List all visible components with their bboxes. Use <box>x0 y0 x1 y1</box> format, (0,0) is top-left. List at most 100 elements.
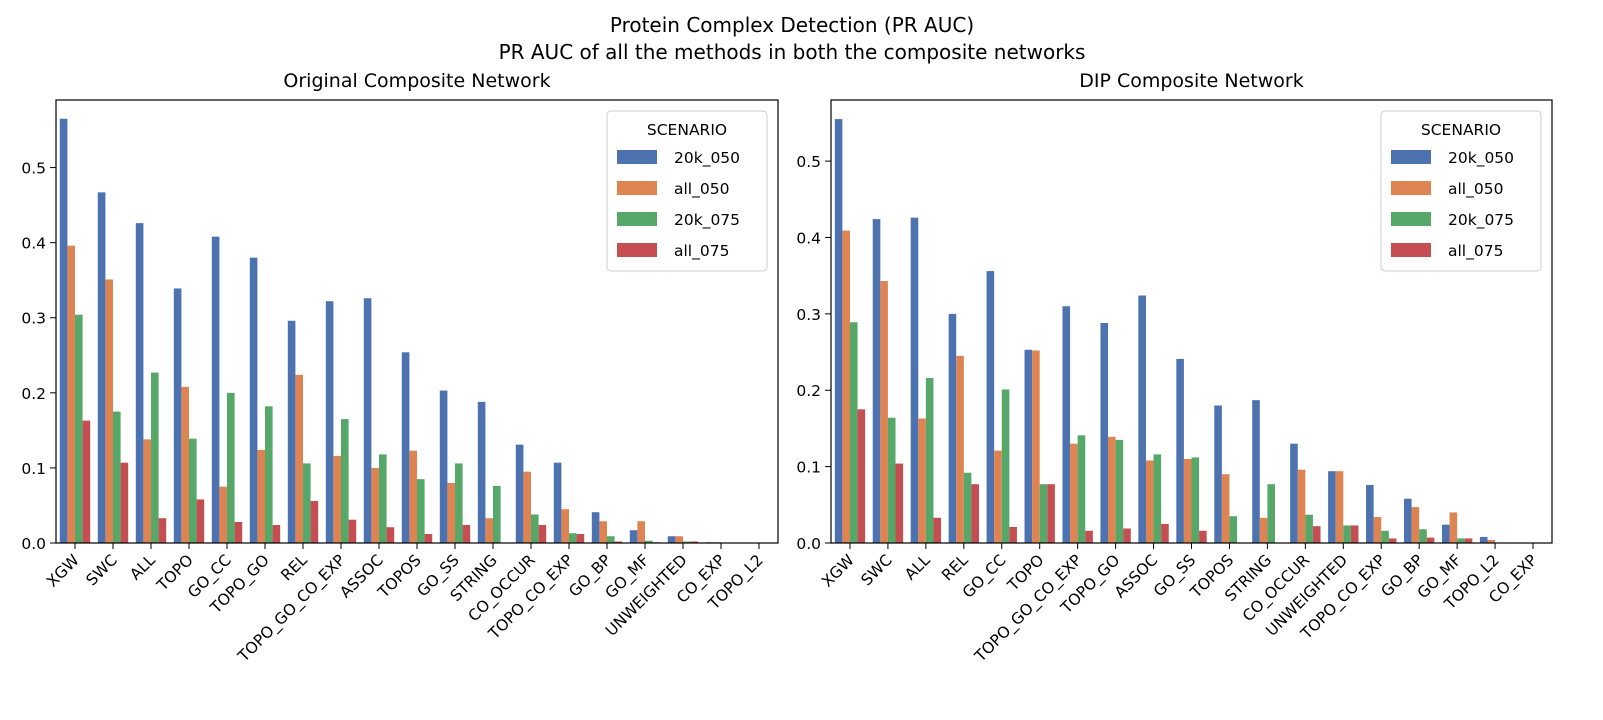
bar-20k-050-topo-co-exp <box>553 462 562 543</box>
figure-title: Protein Complex Detection (PR AUC) <box>610 13 974 37</box>
y-tick-label: 0.1 <box>21 460 46 478</box>
bar-all-050-topo-go-co-exp <box>1070 443 1078 543</box>
bar-all-050-rel <box>295 374 303 543</box>
y-tick-label: 0.1 <box>796 459 821 477</box>
bar-all-050-string <box>1259 517 1268 543</box>
x-tick-label-all: ALL <box>901 551 934 584</box>
bar-all-050-go-cc <box>219 486 227 543</box>
bar-20k-075-assoc <box>1153 454 1162 543</box>
x-tick-label-xgw: XGW <box>818 551 858 591</box>
bar-20k-075-topo-go <box>265 406 273 543</box>
bar-all-075-go-ss <box>1199 530 1207 543</box>
bar-all-050-topo <box>1032 350 1040 543</box>
bar-20k-050-co-occur <box>1290 443 1298 543</box>
bar-20k-075-topos <box>417 479 425 543</box>
bar-all-050-go-cc <box>994 450 1002 543</box>
bar-20k-050-topo-go-co-exp <box>325 301 334 543</box>
legend-entry-20k-075: 20k_075 <box>1448 211 1514 230</box>
legend-swatch-all-050 <box>617 181 657 195</box>
bar-20k-075-go-ss <box>1191 457 1200 543</box>
bar-all-050-go-mf <box>637 521 645 543</box>
bar-20k-075-all <box>925 378 934 543</box>
bar-20k-075-topo <box>189 438 197 543</box>
bar-20k-075-swc <box>887 417 896 543</box>
bar-20k-050-go-mf <box>629 530 638 543</box>
axes-title: DIP Composite Network <box>1079 70 1304 92</box>
bar-all-075-go-cc <box>1009 526 1017 543</box>
bar-20k-050-topo <box>1024 349 1033 543</box>
bar-all-050-topo <box>181 386 189 543</box>
bar-all-075-go-cc <box>234 521 243 543</box>
bar-all-050-assoc <box>1145 460 1154 543</box>
bar-20k-075-unweighted <box>1343 525 1351 543</box>
bar-all-075-assoc <box>386 527 395 543</box>
bar-all-075-topo <box>1047 484 1055 543</box>
bar-20k-050-co-occur <box>515 444 524 543</box>
bar-all-050-co-occur <box>1297 469 1306 543</box>
legend-entry-all-075: all_075 <box>674 242 729 261</box>
bar-all-050-string <box>485 518 493 543</box>
bar-20k-050-topos <box>401 352 410 543</box>
bar-20k-050-topo-go <box>1100 323 1109 543</box>
x-tick-label-go-cc: GO_CC <box>959 551 1010 602</box>
chart-original-composite-network: Original Composite Network 0.0 0.1 0.2 0.3 0.… <box>21 70 779 667</box>
bar-20k-075-go-bp <box>1419 529 1427 543</box>
y-tick-label: 0.3 <box>796 306 821 324</box>
legend: SCENARIO 20k_050 all_050 20k_075 all_075 <box>1380 110 1542 272</box>
bar-20k-050-assoc <box>363 298 372 543</box>
bar-all-050-go-bp <box>599 521 607 543</box>
legend-entry-20k-075: 20k_075 <box>674 211 740 230</box>
bar-all-050-go-ss <box>447 482 455 543</box>
legend-entry-all-050: all_050 <box>674 180 729 199</box>
bar-20k-075-swc <box>113 411 121 543</box>
bar-20k-050-topo-co-exp <box>1366 484 1374 543</box>
bar-20k-050-topo-go <box>249 257 258 543</box>
bar-all-050-xgw <box>67 245 75 543</box>
legend-swatch-20k-075 <box>1391 212 1431 226</box>
legend-entry-all-050: all_050 <box>1448 180 1503 199</box>
y-tick-label: 0.0 <box>21 535 46 553</box>
bar-20k-050-topo-go-co-exp <box>1062 306 1071 543</box>
bar-20k-075-string <box>493 485 501 543</box>
bar-all-075-topos <box>424 533 433 543</box>
bar-all-050-topo-go <box>1108 436 1116 543</box>
bar-20k-050-swc <box>872 219 881 543</box>
figure-subtitle: PR AUC of all the methods in both the co… <box>499 40 1086 64</box>
bar-20k-050-topo-l2 <box>1479 536 1488 543</box>
bar-all-075-all <box>158 518 167 543</box>
bar-all-075-go-ss <box>462 524 471 543</box>
bar-all-075-rel <box>971 484 979 543</box>
bar-20k-050-rel <box>948 313 957 543</box>
axes-title: Original Composite Network <box>283 70 550 92</box>
legend-title: SCENARIO <box>1421 121 1501 139</box>
bar-20k-075-xgw <box>75 314 83 543</box>
bar-all-075-go-mf <box>1464 538 1473 543</box>
bar-all-050-unweighted <box>675 536 683 543</box>
bar-20k-050-string <box>477 401 486 543</box>
bar-all-075-swc <box>120 462 129 543</box>
bar-20k-075-go-ss <box>455 463 463 543</box>
bar-20k-075-go-mf <box>1457 538 1465 543</box>
legend-swatch-all-075 <box>1391 243 1431 257</box>
chart-dip-composite-network: DIP Composite Network 0.0 0.1 0.2 0.3 0.4 0.5 X… <box>796 70 1553 667</box>
legend-title: SCENARIO <box>647 121 727 139</box>
bar-20k-050-all <box>135 223 144 543</box>
bar-20k-050-go-cc <box>211 236 220 543</box>
bar-all-050-topo-go-co-exp <box>333 455 341 543</box>
bar-all-050-topo-l2 <box>1487 539 1496 543</box>
bar-20k-075-topo-co-exp <box>569 533 577 543</box>
bar-20k-075-assoc <box>379 454 387 543</box>
bar-20k-050-topo <box>173 288 182 543</box>
x-tick-label-swc: SWC <box>83 551 121 589</box>
bar-all-050-swc <box>880 281 888 543</box>
y-tick-label: 0.5 <box>21 160 46 178</box>
bar-20k-075-topo <box>1039 484 1048 543</box>
bar-20k-075-go-cc <box>227 392 235 543</box>
legend: SCENARIO 20k_050 all_050 20k_075 all_075 <box>606 110 768 272</box>
bar-20k-050-assoc <box>1138 295 1146 543</box>
bar-20k-050-go-cc <box>986 271 995 543</box>
axes-frame <box>830 99 1553 544</box>
bar-20k-050-go-ss <box>1176 358 1184 543</box>
bar-20k-050-rel <box>287 320 296 543</box>
